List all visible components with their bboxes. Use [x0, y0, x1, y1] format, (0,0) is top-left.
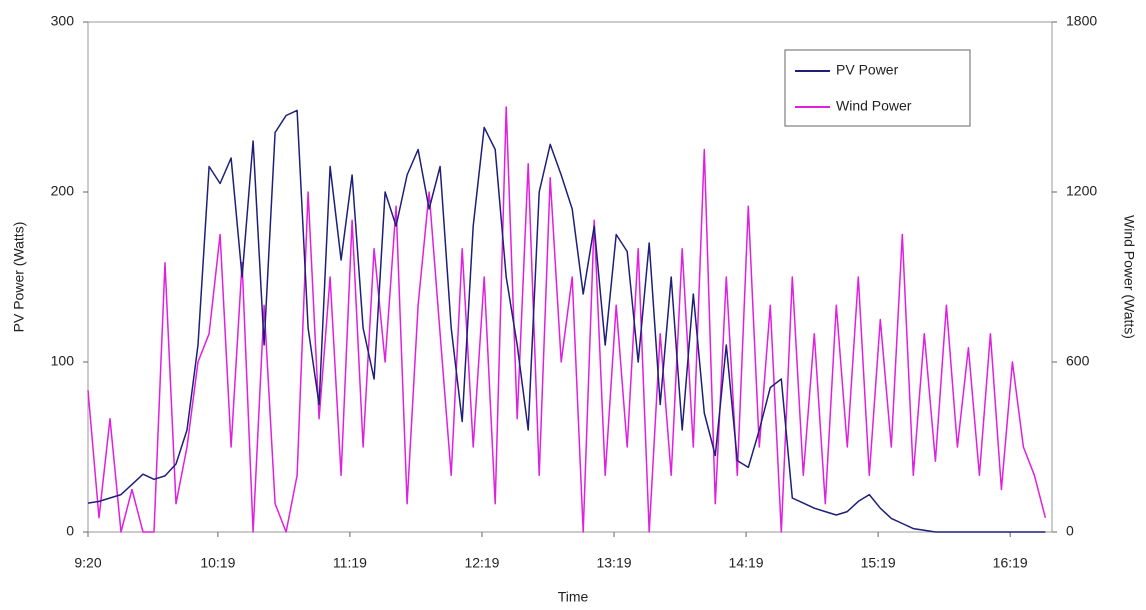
- y2-tick-label: 600: [1066, 353, 1090, 369]
- y-tick-label: 300: [51, 13, 75, 29]
- x-axis-label: Time: [558, 589, 589, 605]
- y-axis-label: PV Power (Watts): [11, 222, 27, 333]
- legend-label: PV Power: [836, 62, 899, 78]
- x-tick-label: 14:19: [729, 555, 764, 571]
- x-tick-label: 12:19: [464, 555, 499, 571]
- y2-tick-label: 0: [1066, 523, 1074, 539]
- x-tick-label: 10:19: [200, 555, 235, 571]
- plot-frame: [87, 21, 1053, 533]
- x-tick-label: 13:19: [596, 555, 631, 571]
- y-tick-label: 200: [51, 183, 75, 199]
- series-line: [87, 106, 1047, 533]
- legend-label: Wind Power: [836, 98, 912, 114]
- x-tick-label: 15:19: [861, 555, 896, 571]
- y-tick-label: 100: [51, 353, 75, 369]
- series-line: [87, 109, 1046, 533]
- y-tick-label: 0: [66, 523, 74, 539]
- x-tick-label: 16:19: [993, 555, 1028, 571]
- x-tick-label: 11:19: [333, 555, 367, 571]
- y2-tick-label: 1800: [1066, 13, 1097, 29]
- legend-box: [784, 49, 971, 127]
- x-tick-label: 9:20: [74, 555, 101, 571]
- y2-axis-label: Wind Power (Watts): [1121, 215, 1137, 339]
- y2-tick-label: 1200: [1066, 183, 1097, 199]
